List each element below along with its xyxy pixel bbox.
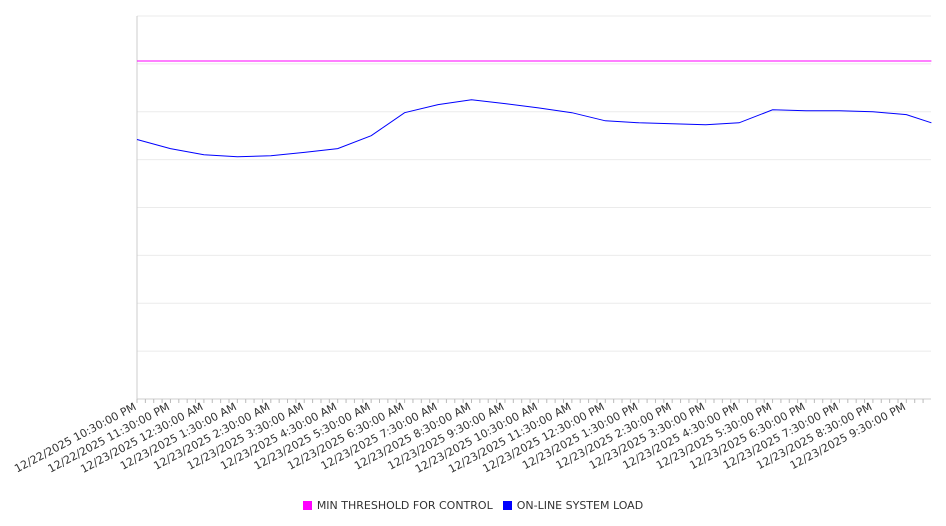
legend: MIN THRESHOLD FOR CONTROL ON-LINE SYSTEM… [0, 499, 946, 512]
legend-label: MIN THRESHOLD FOR CONTROL [316, 499, 493, 512]
system-load-swatch [502, 501, 512, 510]
legend-label: ON-LINE SYSTEM LOAD [516, 499, 644, 512]
system-load-line [136, 99, 932, 158]
threshold-swatch [302, 501, 312, 510]
legend-item-threshold[interactable]: MIN THRESHOLD FOR CONTROL [302, 499, 493, 512]
legend-item-system-load[interactable]: ON-LINE SYSTEM LOAD [502, 499, 644, 512]
